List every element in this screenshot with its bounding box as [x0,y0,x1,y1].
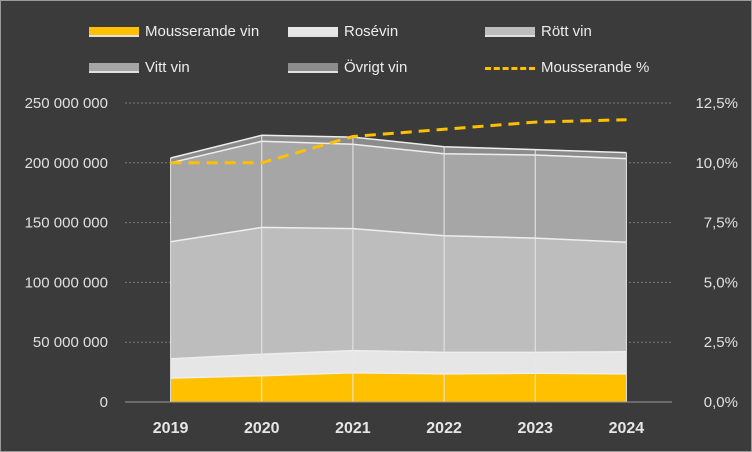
y-left-tick-label: 0 [100,394,108,411]
line-point-mousserande-pct [170,162,172,164]
legend-item-mousserande-pct: Mousserande % [485,59,649,76]
y-right-tick-label: 2,5% [704,334,738,351]
y-right-tick-label: 7,5% [704,215,738,232]
legend-item-mousserande-vin: Mousserande vin [89,23,259,40]
x-tick-label: 2024 [609,420,645,437]
line-point-mousserande-pct [261,162,263,164]
x-tick-label: 2021 [335,420,371,437]
y-left-tick-label: 150 000 000 [25,215,108,232]
legend-swatch-rott-vin [485,26,535,37]
y-left-tick-label: 200 000 000 [25,155,108,172]
legend-item-ovrigt-vin: Övrigt vin [288,59,407,76]
legend-swatch-vitt-vin [89,62,139,73]
y-left-tick-label: 100 000 000 [25,274,108,291]
legend-swatch-mousserande-pct [485,66,535,70]
legend-item-rosevin: Rosévin [288,23,398,40]
line-mousserande-pct [170,118,627,165]
legend-swatch-rosevin [288,26,338,37]
legend-item-rott-vin: Rött vin [485,23,592,40]
area-vitt-vin [170,141,627,243]
legend-swatch-mousserande-vin [89,26,139,37]
x-tick-label: 2020 [244,420,280,437]
y-right-tick-label: 12,5% [695,95,738,112]
area-boundary-line [170,140,627,164]
y-left-tick-label: 50 000 000 [33,334,108,351]
area-boundary-line [170,134,627,159]
y-right-tick-label: 10,0% [695,155,738,172]
x-tick-label: 2019 [153,420,189,437]
area-r-tt-vin [170,227,627,359]
legend-label-vitt-vin: Vitt vin [145,59,190,76]
y-left-tick-label: 250 000 000 [25,95,108,112]
line-point-mousserande-pct [352,135,354,137]
area-boundary-line [170,349,627,360]
legend-label-ovrigt-vin: Övrigt vin [344,59,408,76]
y-right-tick-label: 0,0% [704,394,738,411]
area-boundary-line [170,226,627,244]
line-point-mousserande-pct [625,119,627,121]
x-tick-label: 2023 [517,420,553,437]
area-boundary-line [170,371,627,379]
x-tick-label: 2022 [426,420,462,437]
legend-swatch-ovrigt-vin [288,62,338,73]
area-ros-vin [170,350,627,379]
line-point-mousserande-pct [534,121,536,123]
legend-label-rosevin: Rosévin [344,23,399,40]
line-point-mousserande-pct [443,128,445,130]
legend-label-mousserande-vin: Mousserande vin [145,23,260,40]
area-mousserande-vin [170,372,627,402]
legend-label-rott-vin: Rött vin [541,23,592,40]
legend-label-mousserande-pct: Mousserande % [541,59,650,76]
y-right-tick-label: 5,0% [704,274,738,291]
legend-item-vitt-vin: Vitt vin [89,59,190,76]
